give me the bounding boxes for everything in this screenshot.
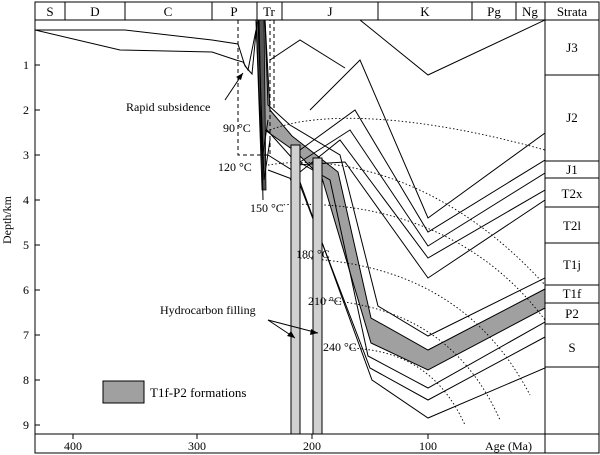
period-label-ng: Ng — [522, 4, 538, 19]
depth-axis-label: Depth/km — [0, 195, 14, 244]
depth-tick-8: 8 — [23, 373, 29, 387]
depth-tick-7: 7 — [23, 328, 29, 342]
stratum-t2x: T2x — [562, 186, 583, 201]
depth-tick-5: 5 — [23, 238, 29, 252]
stratum-p2: P2 — [565, 306, 579, 321]
plot-area — [35, 20, 545, 434]
isotherm-label-240: 240 °C — [323, 340, 357, 354]
isotherm-label-120: 120 °C — [218, 160, 252, 174]
legend-label: T1f-P2 formations — [150, 385, 246, 400]
stratum-j1: J1 — [566, 162, 578, 177]
hydrocarbon-arrow-2 — [267, 319, 319, 334]
period-label-s: S — [46, 4, 53, 19]
period-label-k: K — [420, 4, 430, 19]
depth-tick-3: 3 — [23, 148, 29, 162]
hydrocarbon-arrowhead-2 — [310, 329, 318, 335]
isotherm-label-210: 210 °C — [308, 294, 342, 308]
hydrocarbon-filling-bar-1 — [290, 144, 301, 434]
stratum-j3: J3 — [566, 40, 578, 55]
period-label-p: P — [230, 4, 237, 19]
period-label-j: J — [327, 4, 332, 19]
rapid-subsidence-arrowhead — [236, 73, 243, 80]
age-tick-100: 100 — [419, 439, 437, 453]
period-dividers — [64, 2, 517, 20]
period-label-pg: Pg — [487, 4, 501, 19]
age-axis-label: Age (Ma) — [485, 439, 532, 453]
age-tick-300: 300 — [188, 439, 206, 453]
isotherm-label-90: 90 °C — [223, 121, 251, 135]
stratum-t2l: T2l — [563, 218, 581, 233]
legend-swatch — [102, 380, 145, 404]
strata-header: Strata — [557, 4, 588, 19]
isotherm-label-180: 180 °C — [296, 247, 330, 261]
hydrocarbon-arrowhead-1 — [287, 331, 295, 338]
depth-tick-9: 9 — [23, 418, 29, 432]
stratum-t1f: T1f — [563, 286, 582, 301]
depth-tick-2: 2 — [23, 103, 29, 117]
age-tick-400: 400 — [64, 439, 82, 453]
rapid-subsidence-label: Rapid subsidence — [126, 100, 210, 114]
age-tick-200: 200 — [303, 439, 321, 453]
depth-axis: 1 2 3 4 5 6 7 8 9 Depth/km — [0, 58, 40, 432]
legend: T1f-P2 formations — [102, 380, 246, 404]
strata-column: J3 J2 J1 T2x T2l T1j T1f P2 S — [545, 40, 599, 368]
hydrocarbon-filling-bar-2 — [312, 157, 323, 434]
period-label-d: D — [90, 4, 99, 19]
t1f-p2-formation-band — [257, 20, 545, 371]
age-axis: 400 300 200 100 Age (Ma) — [64, 434, 532, 453]
period-label-c: C — [164, 4, 173, 19]
period-label-tr: Tr — [263, 4, 275, 19]
rapid-subsidence-box — [237, 20, 271, 156]
outer-frame — [34, 1, 600, 454]
stratum-t1j: T1j — [563, 257, 581, 272]
hydrocarbon-filling-label: Hydrocarbon filling — [160, 303, 256, 317]
isotherm-label-150: 150 °C — [250, 201, 284, 215]
stratum-j2: J2 — [566, 110, 578, 125]
stratum-s: S — [568, 340, 575, 355]
depth-tick-1: 1 — [23, 58, 29, 72]
burial-lines — [35, 20, 545, 419]
depth-tick-4: 4 — [23, 193, 29, 207]
period-labels: S D C P Tr J K Pg Ng Strata — [46, 4, 587, 19]
depth-tick-6: 6 — [23, 283, 29, 297]
